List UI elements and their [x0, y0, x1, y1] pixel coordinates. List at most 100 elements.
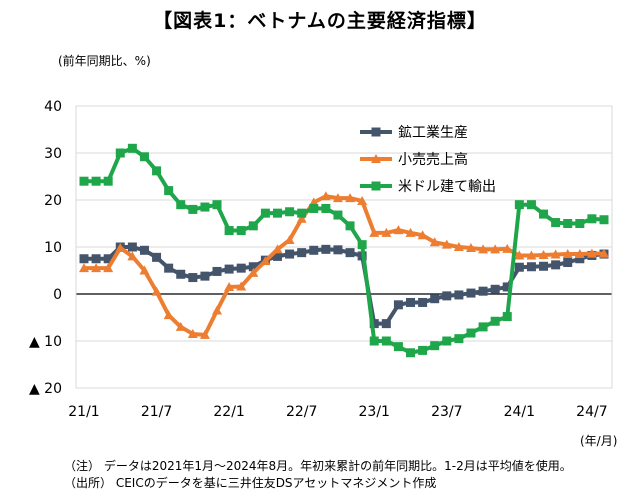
data-point	[393, 225, 404, 235]
data-point	[575, 219, 585, 228]
data-point	[296, 213, 307, 223]
data-point	[345, 248, 355, 258]
data-point	[212, 200, 222, 210]
data-point	[563, 258, 573, 268]
data-point	[345, 193, 356, 203]
legend-label: 米ドル建て輸出	[398, 179, 496, 195]
data-point	[152, 166, 162, 176]
plot-area	[75, 105, 613, 389]
data-point	[164, 186, 174, 196]
y-tick-label: ▲ 10	[29, 334, 62, 350]
data-point	[333, 245, 343, 255]
data-point	[369, 336, 379, 346]
data-point	[381, 336, 391, 346]
data-point	[187, 328, 198, 338]
data-point	[272, 251, 282, 261]
data-point	[550, 249, 561, 259]
data-point	[236, 263, 246, 273]
data-point	[115, 148, 125, 158]
data-point	[151, 286, 162, 296]
legend-marker	[371, 127, 381, 137]
chart-title: 【図表1：ベトナムの主要経済指標】	[153, 10, 487, 32]
data-point	[406, 297, 416, 307]
data-point	[369, 319, 379, 329]
legend-marker	[371, 154, 381, 163]
data-point	[441, 239, 452, 249]
data-point	[285, 207, 295, 217]
data-point	[176, 200, 186, 210]
data-point	[91, 263, 102, 273]
data-point	[417, 230, 428, 240]
data-point	[176, 269, 186, 279]
data-point	[453, 242, 464, 251]
data-point	[429, 237, 440, 247]
data-point	[539, 209, 549, 219]
data-point	[320, 191, 331, 201]
data-point	[248, 267, 259, 277]
data-point	[164, 263, 174, 273]
data-point	[442, 291, 452, 301]
y-tick-label: 20	[44, 193, 62, 209]
data-point	[357, 195, 368, 205]
x-tick-labels: 21/1 21/7 22/1 22/7 23/1 23/7 24/1 24/7	[68, 404, 607, 420]
data-point	[297, 208, 307, 218]
data-point	[103, 254, 113, 264]
data-point	[127, 143, 137, 153]
data-point	[369, 227, 380, 237]
legend-marker	[371, 181, 381, 191]
series-2	[79, 143, 609, 358]
data-point	[103, 263, 114, 273]
data-point	[321, 203, 331, 213]
data-point	[212, 266, 222, 276]
y-axis-label: (前年同期比、%)	[58, 54, 151, 68]
data-point	[539, 261, 549, 271]
data-point	[139, 152, 149, 162]
data-point	[551, 218, 561, 228]
data-point	[442, 336, 452, 346]
data-point	[490, 244, 501, 254]
data-point	[430, 341, 440, 351]
legend-label: 小売売上高	[398, 151, 468, 168]
x-axis-label: (年/月)	[580, 434, 618, 448]
x-tick-label: 21/1	[68, 404, 99, 420]
data-point	[502, 243, 513, 253]
x-tick-label: 24/1	[504, 404, 535, 420]
data-point	[272, 244, 283, 254]
legend-entry-1: 小売売上高	[360, 151, 468, 168]
data-point	[91, 176, 101, 186]
data-point	[478, 322, 488, 332]
data-point	[115, 242, 126, 252]
data-point	[309, 203, 319, 213]
data-point	[79, 176, 89, 186]
data-point	[599, 215, 609, 225]
data-point	[79, 263, 89, 273]
data-point	[551, 260, 561, 270]
data-point	[284, 234, 295, 244]
data-point	[357, 240, 367, 250]
footnotes: （注） データは2021年1月～2024年8月。年初来累計の前年同期比。1-2月…	[64, 458, 572, 492]
data-point	[79, 254, 89, 264]
data-point	[200, 202, 210, 212]
data-point	[248, 221, 258, 231]
gridlines	[76, 105, 612, 389]
data-point	[200, 271, 210, 281]
data-point	[418, 297, 428, 307]
data-point	[575, 254, 585, 264]
x-tick-label: 23/1	[359, 404, 390, 420]
data-point	[587, 214, 597, 224]
data-point	[188, 273, 198, 283]
data-point	[333, 210, 343, 220]
x-tick-label: 22/7	[286, 404, 317, 420]
data-point	[260, 256, 271, 266]
footnote-note: （注） データは2021年1月～2024年8月。年初来累計の前年同期比。1-2月…	[64, 459, 572, 473]
data-point	[139, 245, 149, 255]
data-point	[514, 200, 524, 210]
data-point	[563, 219, 573, 228]
data-point	[526, 200, 536, 210]
data-point	[175, 321, 186, 331]
data-point	[260, 208, 270, 218]
y-tick-label: 40	[44, 99, 62, 115]
y-tick-label: 30	[44, 146, 62, 162]
data-point	[139, 265, 150, 275]
